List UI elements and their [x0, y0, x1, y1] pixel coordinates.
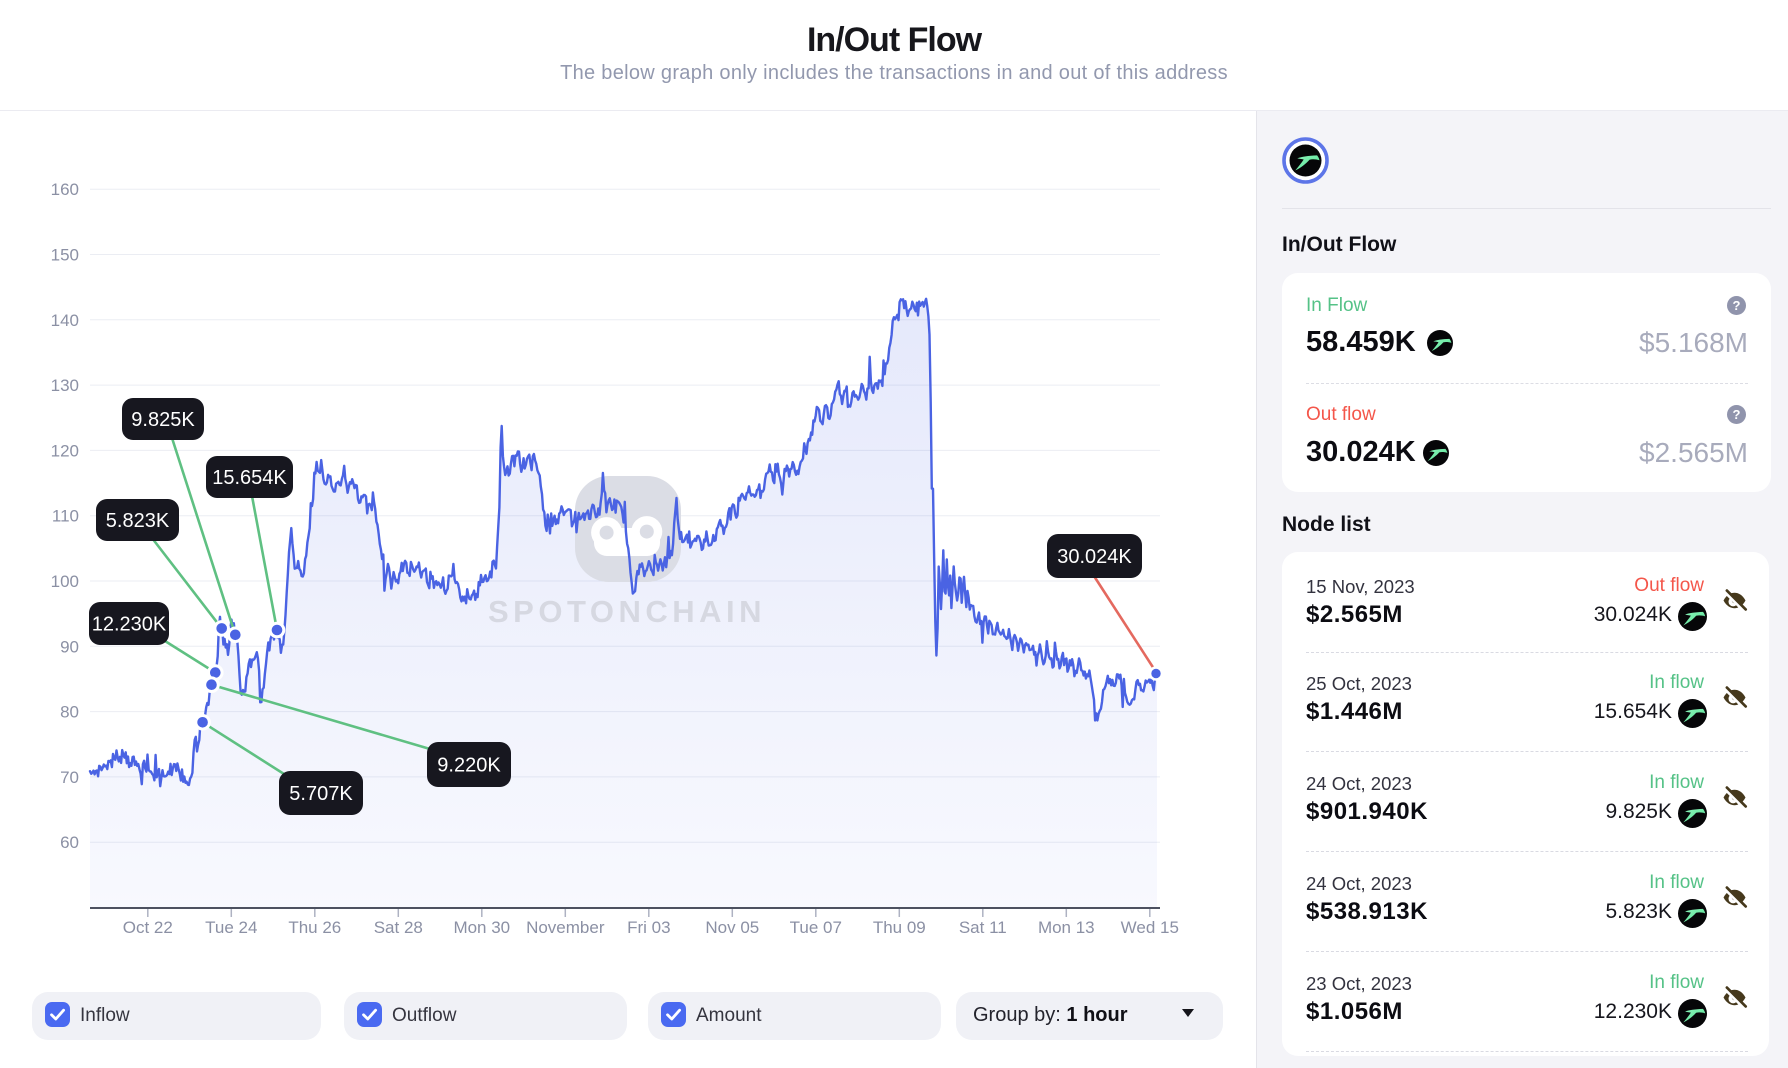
svg-text:140: 140 — [51, 311, 79, 330]
svg-text:9.220K: 9.220K — [437, 755, 501, 777]
svg-text:Sat 11: Sat 11 — [959, 918, 1007, 937]
svg-text:130: 130 — [51, 376, 79, 395]
svg-text:November: November — [526, 918, 605, 937]
svg-text:9.825K: 9.825K — [131, 409, 195, 431]
svg-text:Nov 05: Nov 05 — [705, 918, 759, 937]
svg-text:110: 110 — [52, 507, 79, 526]
svg-text:70: 70 — [60, 768, 79, 787]
svg-text:Thu 09: Thu 09 — [873, 918, 926, 937]
svg-text:5.707K: 5.707K — [289, 783, 353, 805]
svg-text:Tue 07: Tue 07 — [790, 918, 842, 937]
svg-text:5.823K: 5.823K — [106, 510, 170, 532]
svg-text:120: 120 — [51, 441, 79, 460]
svg-text:80: 80 — [60, 703, 79, 722]
svg-text:100: 100 — [51, 572, 79, 591]
svg-text:Mon 30: Mon 30 — [453, 918, 510, 937]
svg-text:90: 90 — [60, 637, 79, 656]
svg-text:Mon 13: Mon 13 — [1038, 918, 1095, 937]
svg-text:Thu 26: Thu 26 — [288, 918, 341, 937]
svg-text:SPOTONCHAIN: SPOTONCHAIN — [488, 594, 766, 629]
svg-text:12.230K: 12.230K — [92, 614, 167, 636]
svg-text:Tue 24: Tue 24 — [205, 918, 257, 937]
svg-text:30.024K: 30.024K — [1057, 546, 1132, 568]
svg-text:Fri 03: Fri 03 — [627, 918, 670, 937]
svg-text:60: 60 — [60, 833, 79, 852]
svg-text:Sat 28: Sat 28 — [374, 918, 423, 937]
svg-text:150: 150 — [51, 246, 79, 265]
svg-text:Oct 22: Oct 22 — [123, 918, 173, 937]
svg-text:Wed 15: Wed 15 — [1121, 918, 1179, 937]
svg-text:15.654K: 15.654K — [212, 467, 287, 489]
svg-text:160: 160 — [51, 180, 79, 199]
